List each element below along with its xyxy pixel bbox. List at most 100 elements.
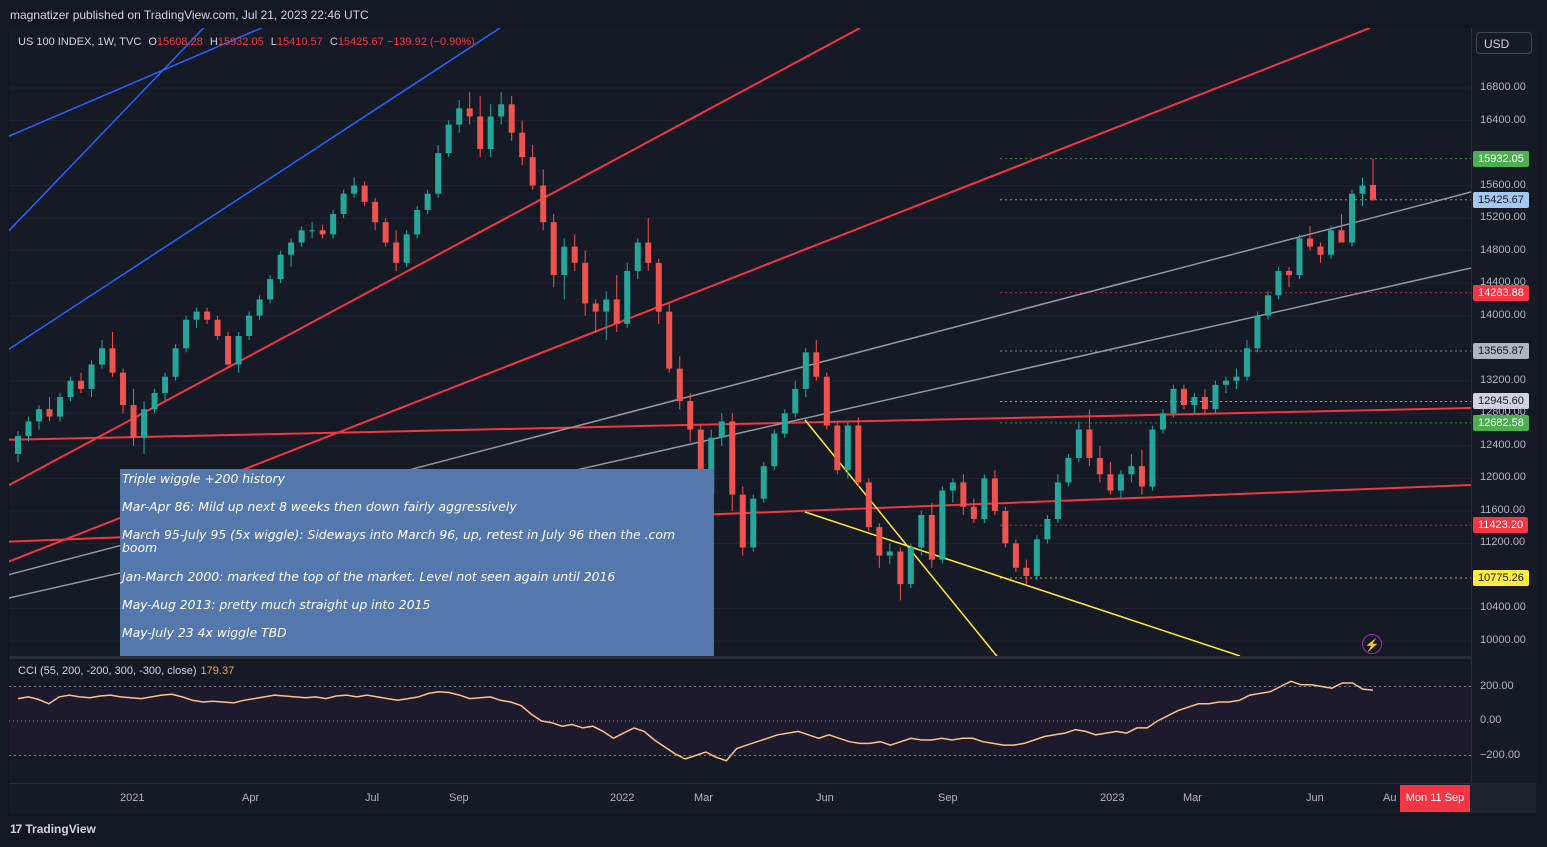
time-axis[interactable] <box>9 783 1471 814</box>
candle-body <box>813 352 820 377</box>
crosshair-date-badge: Mon 11 Sep <box>1400 785 1470 812</box>
trendline-blue-channel <box>9 28 264 137</box>
cci-legend: CCI (55, 200, -200, 300, -300, close) 179… <box>18 665 234 677</box>
price-badge: 12682.58 <box>1473 414 1529 431</box>
candle-body <box>1317 246 1324 255</box>
candle-body <box>256 299 263 316</box>
time-tick-label: Mar <box>1183 792 1202 804</box>
cci-line <box>17 680 1374 762</box>
trendline-blue-channel-3 <box>9 28 501 351</box>
candle-body <box>172 348 179 377</box>
candle-body <box>844 425 851 471</box>
time-tick-label: Jul <box>365 792 380 804</box>
candle-body <box>414 209 421 235</box>
candle-body <box>1054 482 1061 520</box>
candle-body <box>1254 315 1261 349</box>
candle-body <box>1002 510 1009 544</box>
candle-body <box>1243 348 1250 377</box>
trendline-red-horizontal <box>9 407 1471 441</box>
candle-body <box>876 527 883 556</box>
candle-body <box>718 421 725 438</box>
cci-tick-label: −200.00 <box>1480 748 1521 761</box>
candle-body <box>1370 184 1376 200</box>
candle-body <box>760 466 767 499</box>
candle-body <box>36 409 43 422</box>
tradingview-brand: TradingView <box>25 822 96 836</box>
pane-separator[interactable] <box>9 656 1536 659</box>
candle-body <box>393 242 400 263</box>
candle-body <box>477 116 484 149</box>
candle-body <box>277 254 284 280</box>
time-tick-label: Apr <box>242 792 260 804</box>
candle-body <box>25 421 32 437</box>
cci-band <box>9 686 1471 756</box>
candle-body <box>1359 185 1366 194</box>
candle-body <box>1138 466 1145 487</box>
candle-body <box>981 478 988 520</box>
candle-body <box>519 132 526 158</box>
open-label: O <box>148 36 157 48</box>
candle-body <box>109 348 116 373</box>
candle-body <box>508 104 515 133</box>
candle-body <box>550 222 557 276</box>
candle-body <box>151 392 158 410</box>
time-tick-label: Au <box>1383 792 1397 804</box>
candle-body <box>582 262 589 304</box>
trendline-yellow-2 <box>804 511 1241 656</box>
top-bar: magnatizer published on TradingView.com,… <box>0 0 1547 28</box>
candle-body <box>792 388 799 414</box>
candle-body <box>802 352 809 389</box>
publisher-info: magnatizer published on TradingView.com,… <box>10 8 369 22</box>
candle-body <box>1233 376 1240 381</box>
candle-body <box>246 315 253 337</box>
candle-body <box>676 368 683 402</box>
candle-body <box>771 433 778 467</box>
price-badge: 11423.20 <box>1473 517 1529 534</box>
candle-body <box>1023 567 1030 576</box>
lightning-icon[interactable]: ⚡ <box>1362 634 1382 654</box>
candle-body <box>130 405 137 438</box>
candle-body <box>372 201 379 223</box>
candle-body <box>319 230 326 235</box>
candle-body <box>351 185 358 194</box>
candle-body <box>298 230 305 243</box>
candle-body <box>1075 429 1082 459</box>
candle-body <box>487 116 494 149</box>
currency-button[interactable]: USD <box>1476 32 1532 54</box>
price-tick-label: 11600.00 <box>1480 503 1526 516</box>
annotation-line: March 95-July 95 (5x wiggle): Sideways i… <box>122 527 676 555</box>
candle-body <box>141 409 148 438</box>
candle-body <box>1285 270 1292 276</box>
candle-body <box>309 230 316 232</box>
price-tick-label: 16400.00 <box>1480 113 1526 126</box>
cci-tick-label: 200.00 <box>1480 679 1514 692</box>
annotation-note[interactable]: Triple wiggle +200 history Mar-Apr 86: M… <box>120 469 714 656</box>
candle-body <box>424 193 431 210</box>
candle-body <box>1264 295 1271 316</box>
candle-body <box>886 551 893 556</box>
candle-body <box>1338 230 1345 243</box>
candle-body <box>1044 519 1051 540</box>
candle-body <box>235 336 242 365</box>
price-tick-label: 12800.00 <box>1480 406 1526 419</box>
close-label: C <box>329 36 338 48</box>
candle-body <box>1180 388 1187 406</box>
candle-body <box>183 319 190 349</box>
candle-body <box>1212 384 1219 410</box>
tradingview-footer: 17 TradingView <box>10 822 96 836</box>
symbol-legend: US 100 INDEX, 1W, TVC O15608.28 H15932.0… <box>18 36 475 48</box>
annotation-line: Mar-Apr 86: Mild up next 8 weeks then do… <box>122 499 517 514</box>
candle-body <box>193 311 200 320</box>
cci-value: 179.37 <box>200 665 235 677</box>
trendline-blue-channel-2 <box>9 28 205 232</box>
high-label: H <box>209 36 218 48</box>
time-tick-label: 2023 <box>1100 792 1125 804</box>
change-value: −139.92 (−0.90%) <box>386 36 475 48</box>
candle-body <box>466 108 473 117</box>
price-tick-label: 12400.00 <box>1480 438 1526 451</box>
candle-body <box>907 547 914 585</box>
candle-body <box>739 494 746 548</box>
candle-body <box>645 242 652 263</box>
time-tick-label: Jun <box>816 792 834 804</box>
low-label: L <box>270 36 277 48</box>
